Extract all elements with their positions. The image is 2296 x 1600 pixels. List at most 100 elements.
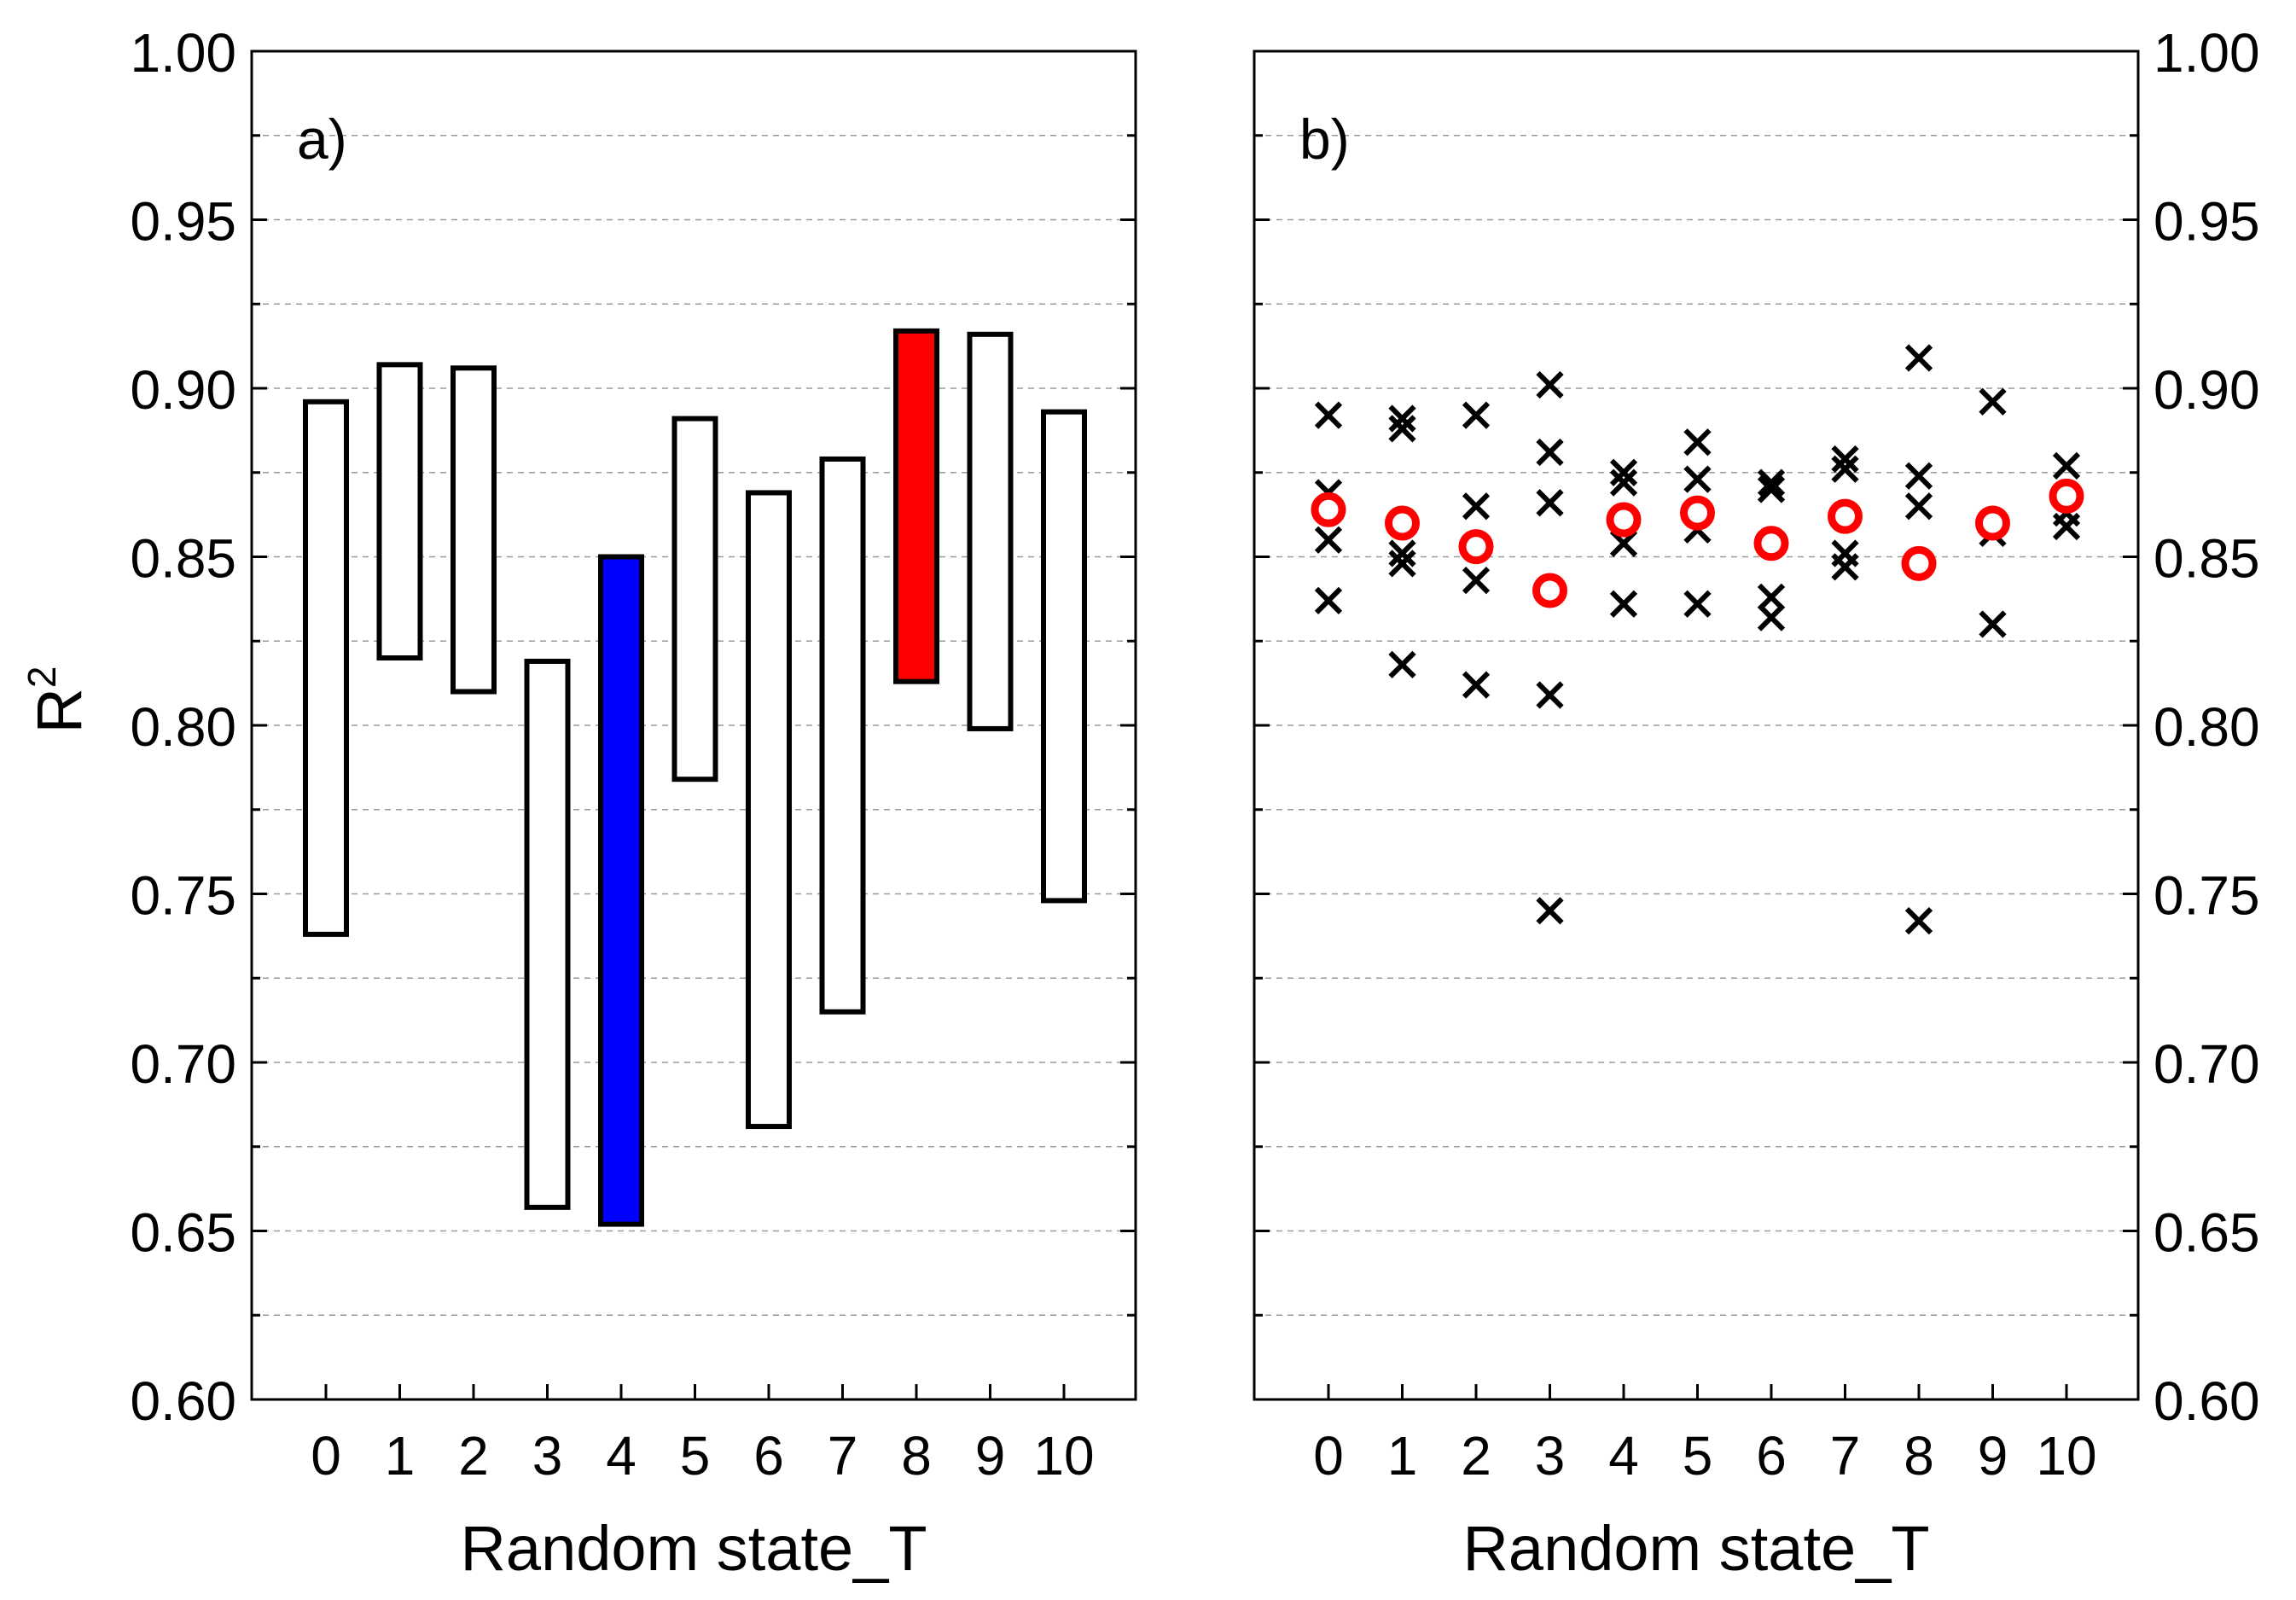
fold-cross-marker — [1609, 468, 1638, 497]
fold-cross-marker — [1904, 492, 1933, 521]
fold-cross-marker — [1462, 492, 1491, 521]
fold-cross-marker — [1314, 586, 1343, 614]
mean-circle-marker — [1828, 498, 1863, 534]
y-tick-label: 0.60 — [2154, 1370, 2260, 1432]
fold-cross-marker — [1904, 344, 1933, 372]
panel-b-label: b) — [1299, 108, 1350, 171]
mean-circle-marker — [1680, 495, 1715, 531]
range-bar — [746, 490, 792, 1130]
cross-stroke — [1609, 468, 1638, 497]
fold-cross-marker — [1388, 539, 1416, 567]
y-tick-label: 0.85 — [130, 528, 236, 590]
x-tick-label: 10 — [1033, 1425, 1094, 1487]
cross-stroke — [1609, 529, 1638, 557]
cross-stroke — [1904, 344, 1933, 372]
mean-circle-marker — [1975, 505, 2010, 541]
fold-cross-marker — [1609, 458, 1638, 486]
fold-cross-marker — [1536, 897, 1564, 925]
y-tick-label: 1.00 — [130, 22, 236, 84]
cross-stroke — [1904, 492, 1933, 521]
x-tick-label: 7 — [828, 1425, 858, 1487]
range-bar — [524, 658, 571, 1210]
panel-b-xtick-labels: 0 1 2 3 4 5 6 7 8 9 10 — [1313, 1425, 2096, 1487]
cross-stroke — [1462, 567, 1491, 595]
cross-stroke — [2052, 512, 2081, 541]
fold-cross-marker — [1757, 583, 1786, 612]
mean-circle-marker — [1385, 505, 1420, 541]
panel-a-xtick-labels: 0 1 2 3 4 5 6 7 8 9 10 — [311, 1425, 1094, 1487]
cross-stroke — [1757, 475, 1786, 503]
y-tick-label: 1.00 — [2154, 22, 2260, 84]
x-tick-label: 4 — [1608, 1425, 1639, 1487]
x-tick-label: 0 — [311, 1425, 341, 1487]
mean-circle-marker — [1311, 492, 1346, 527]
x-tick-label: 8 — [1904, 1425, 1934, 1487]
y-tick-label: 0.75 — [2154, 865, 2260, 927]
cross-stroke — [2052, 451, 2081, 480]
fold-cross-marker — [1536, 681, 1564, 709]
cross-stroke — [1831, 445, 1859, 474]
x-tick-label: 6 — [753, 1425, 784, 1487]
range-bar — [1041, 409, 1087, 904]
y-tick-label: 0.60 — [130, 1370, 236, 1432]
x-tick-label: 8 — [901, 1425, 932, 1487]
mean-circle-marker — [2049, 478, 2084, 514]
panel-a-ticks — [252, 49, 1136, 1401]
cross-stroke — [1904, 906, 1933, 935]
range-bar — [598, 554, 644, 1227]
cross-stroke — [1683, 465, 1712, 493]
cross-stroke — [1314, 586, 1343, 614]
y-axis-label-superscript: 2 — [20, 666, 64, 688]
fold-cross-marker — [1757, 475, 1786, 503]
fold-cross-marker — [1831, 553, 1859, 581]
y-tick-label: 0.65 — [130, 1202, 236, 1264]
fold-cross-marker — [1683, 428, 1712, 457]
mean-circle-marker — [1753, 526, 1789, 561]
cross-stroke — [1757, 468, 1786, 497]
cross-stroke — [1388, 415, 1416, 443]
fold-cross-marker — [1536, 489, 1564, 517]
y-tick-label: 0.95 — [130, 191, 236, 253]
x-tick-label: 5 — [1683, 1425, 1713, 1487]
cross-stroke — [1683, 428, 1712, 457]
cross-stroke — [1314, 401, 1343, 429]
range-bar — [671, 416, 718, 783]
cross-stroke — [1536, 438, 1564, 467]
panel-b-gridlines — [1254, 134, 2138, 1317]
cross-stroke — [1683, 590, 1712, 618]
y-tick-label: 0.80 — [2154, 696, 2260, 758]
x-tick-label: 10 — [2036, 1425, 2096, 1487]
y-tick-label: 0.65 — [2154, 1202, 2260, 1264]
panel-a-ytick-labels: 0.60 0.65 0.70 0.75 0.80 0.85 0.90 0.95 1.00 — [130, 22, 236, 1432]
fold-cross-marker — [1388, 404, 1416, 433]
cross-stroke — [1314, 526, 1343, 554]
fold-cross-marker — [1462, 567, 1491, 595]
fold-cross-marker — [1388, 550, 1416, 578]
fold-cross-marker — [1536, 438, 1564, 467]
fold-cross-marker — [1904, 906, 1933, 935]
fold-cross-marker — [1462, 671, 1491, 699]
x-tick-label: 9 — [975, 1425, 1006, 1487]
cross-stroke — [1536, 370, 1564, 399]
fold-cross-marker — [2052, 512, 2081, 541]
x-tick-label: 9 — [1978, 1425, 2008, 1487]
x-tick-label: 2 — [1461, 1425, 1491, 1487]
cross-stroke — [1904, 462, 1933, 490]
fold-cross-marker — [1979, 610, 2007, 638]
y-tick-label: 0.70 — [2154, 1033, 2260, 1095]
y-axis-label-base: R — [24, 688, 95, 733]
panel-b-ytick-labels: 0.60 0.65 0.70 0.75 0.80 0.85 0.90 0.95 1.00 — [2154, 22, 2260, 1432]
x-tick-label: 3 — [1535, 1425, 1566, 1487]
x-tick-label: 2 — [458, 1425, 489, 1487]
fold-cross-marker — [1757, 468, 1786, 497]
cross-stroke — [1831, 455, 1859, 483]
panel-a-label: a) — [297, 108, 347, 171]
range-bar — [819, 456, 866, 1015]
fold-cross-marker — [1831, 445, 1859, 474]
cross-stroke — [1609, 590, 1638, 618]
cross-stroke — [1388, 550, 1416, 578]
range-bar — [303, 399, 349, 937]
cross-stroke — [1388, 404, 1416, 433]
fold-cross-marker — [1609, 590, 1638, 618]
